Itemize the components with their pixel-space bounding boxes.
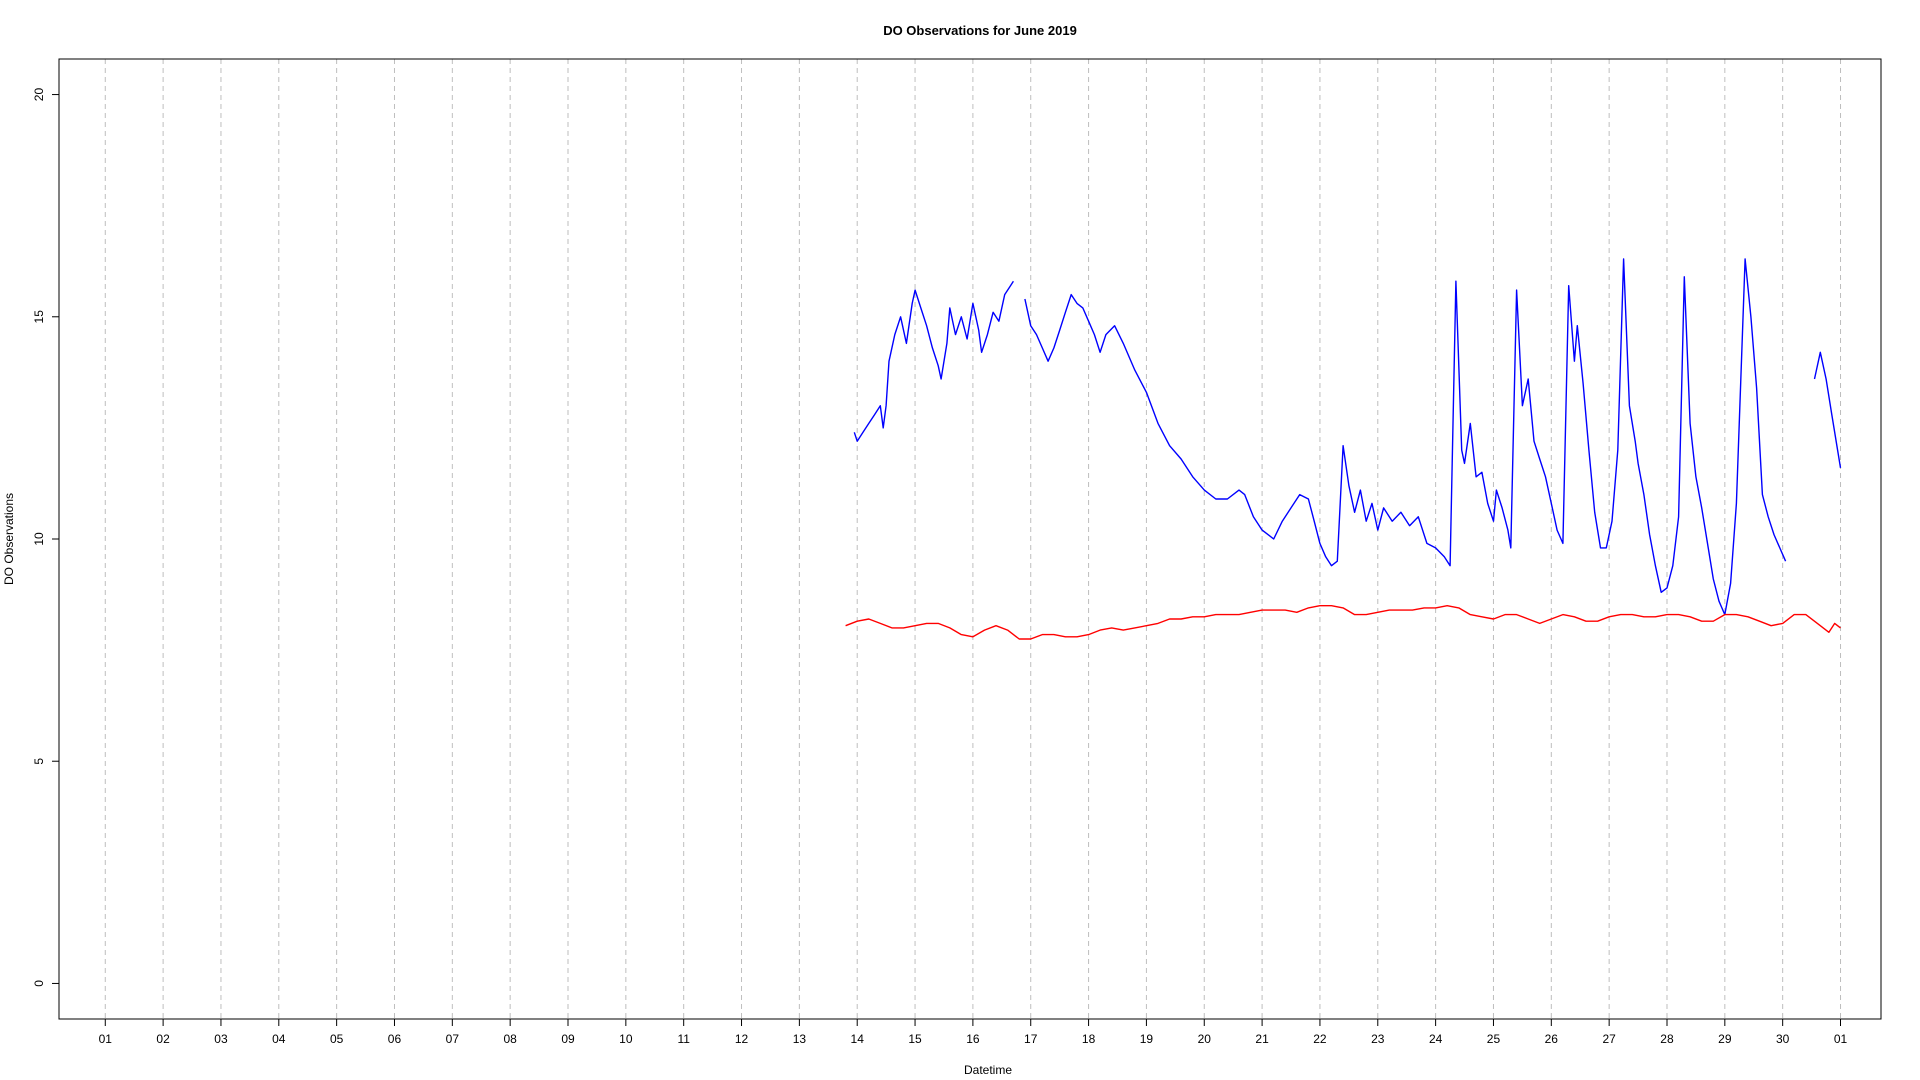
x-tick-label: 01 xyxy=(99,1032,113,1046)
x-tick-label: 06 xyxy=(388,1032,402,1046)
x-tick-label: 29 xyxy=(1718,1032,1732,1046)
x-tick-label: 01 xyxy=(1834,1032,1848,1046)
x-tick-label: 24 xyxy=(1429,1032,1443,1046)
series-1 xyxy=(845,605,1841,640)
x-tick-label: 16 xyxy=(966,1032,980,1046)
x-tick-label: 14 xyxy=(851,1032,865,1046)
x-tick-label: 03 xyxy=(214,1032,228,1046)
x-tick-label: 13 xyxy=(793,1032,807,1046)
x-tick-label: 17 xyxy=(1024,1032,1038,1046)
x-tick-label: 18 xyxy=(1082,1032,1096,1046)
x-tick-label: 19 xyxy=(1140,1032,1154,1046)
y-tick-label: 5 xyxy=(32,758,46,765)
x-tick-label: 23 xyxy=(1371,1032,1385,1046)
y-axis: 0 5 10 15 20 xyxy=(32,88,59,987)
y-axis-label: DO Observations xyxy=(2,493,16,585)
x-tick-label: 28 xyxy=(1660,1032,1674,1046)
x-tick-label: 20 xyxy=(1198,1032,1212,1046)
series-line xyxy=(1024,258,1787,616)
y-tick-label: 10 xyxy=(32,532,46,546)
x-tick-label: 26 xyxy=(1545,1032,1559,1046)
x-tick-label: 10 xyxy=(619,1032,633,1046)
x-tick-label: 05 xyxy=(330,1032,344,1046)
series-line xyxy=(1813,351,1842,469)
x-tick-label: 21 xyxy=(1255,1032,1269,1046)
chart-title: DO Observations for June 2019 xyxy=(883,23,1077,38)
series-0 xyxy=(853,258,1842,616)
x-tick-label: 27 xyxy=(1602,1032,1616,1046)
x-tick-label: 30 xyxy=(1776,1032,1790,1046)
series-line xyxy=(845,605,1841,640)
y-tick-label: 20 xyxy=(32,88,46,102)
series-line xyxy=(853,280,1014,442)
x-tick-label: 15 xyxy=(908,1032,922,1046)
x-axis-label: Datetime xyxy=(964,1063,1012,1077)
x-tick-label: 07 xyxy=(446,1032,460,1046)
x-axis: 01 02 03 04 05 06 07 08 09 10 11 12 13 14 15 16 17 18 19 20… xyxy=(99,1019,1848,1046)
x-tick-label: 04 xyxy=(272,1032,286,1046)
x-tick-label: 12 xyxy=(735,1032,749,1046)
x-tick-label: 02 xyxy=(156,1032,170,1046)
gridlines xyxy=(104,59,1842,1019)
x-tick-label: 09 xyxy=(561,1032,575,1046)
series-layer xyxy=(845,258,1842,640)
x-tick-label: 22 xyxy=(1313,1032,1327,1046)
y-tick-label: 15 xyxy=(32,310,46,324)
x-tick-label: 08 xyxy=(503,1032,517,1046)
x-tick-label: 25 xyxy=(1487,1032,1501,1046)
y-tick-label: 0 xyxy=(32,980,46,987)
x-tick-label: 11 xyxy=(677,1032,690,1046)
